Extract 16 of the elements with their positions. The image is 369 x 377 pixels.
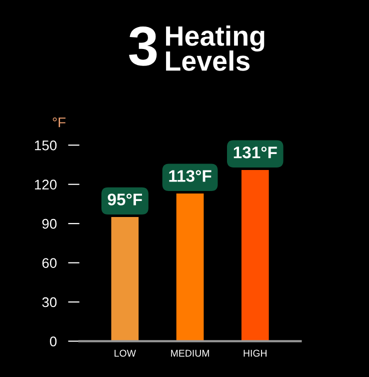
y-tick-label: 60 — [42, 258, 57, 268]
bar — [111, 217, 139, 342]
x-tick-label: HIGH — [244, 350, 267, 357]
y-axis-title: °F — [52, 117, 66, 128]
y-tick-label: 90 — [42, 218, 57, 229]
y-tick-label: 0 — [50, 336, 57, 346]
y-tick-label: 30 — [42, 297, 57, 308]
x-tick-label: MEDIUM — [171, 350, 209, 357]
bar — [176, 194, 204, 342]
y-tick-label: 120 — [35, 180, 57, 190]
data-label: 95°F — [108, 194, 142, 206]
data-label: 131°F — [234, 146, 277, 158]
bar — [241, 170, 269, 342]
data-label: 113°F — [169, 170, 212, 182]
y-tick-label: 150 — [35, 140, 57, 150]
x-tick-label: LOW — [114, 350, 136, 357]
